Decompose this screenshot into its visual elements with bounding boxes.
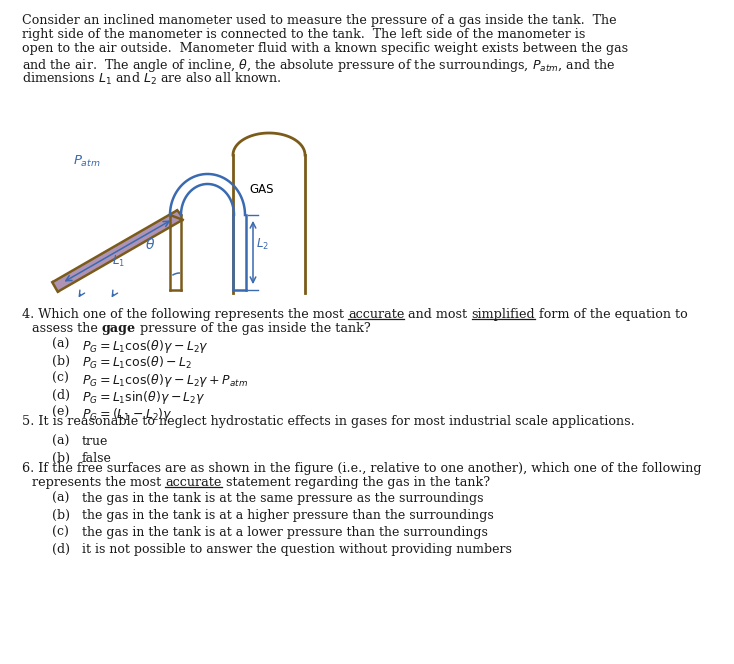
Text: (c): (c) — [52, 526, 69, 539]
Text: (b): (b) — [52, 355, 70, 368]
Text: gage: gage — [102, 322, 136, 335]
Text: represents the most: represents the most — [32, 476, 165, 489]
Text: $L_1$: $L_1$ — [112, 254, 125, 269]
Text: right side of the manometer is connected to the tank.  The left side of the mano: right side of the manometer is connected… — [22, 28, 586, 41]
Text: simplified: simplified — [471, 308, 535, 321]
Text: and the air.  The angle of incline, $\theta$, the absolute pressure of the surro: and the air. The angle of incline, $\the… — [22, 56, 615, 74]
Text: $P_G = (L_1 - L_2)\gamma$: $P_G = (L_1 - L_2)\gamma$ — [82, 406, 172, 423]
Text: false: false — [82, 452, 112, 465]
Text: (a): (a) — [52, 338, 70, 351]
Text: $P_G = L_1\sin(\theta)\gamma - L_2\gamma$: $P_G = L_1\sin(\theta)\gamma - L_2\gamma… — [82, 389, 206, 406]
Text: 5. It is reasonable to neglect hydrostatic effects in gases for most industrial : 5. It is reasonable to neglect hydrostat… — [22, 415, 635, 428]
Text: $P_G = L_1\cos(\theta) - L_2$: $P_G = L_1\cos(\theta) - L_2$ — [82, 355, 192, 371]
Text: (a): (a) — [52, 492, 70, 505]
Text: form of the equation to: form of the equation to — [535, 308, 688, 321]
Text: $P_G = L_1\cos(\theta)\gamma - L_2\gamma + P_{atm}$: $P_G = L_1\cos(\theta)\gamma - L_2\gamma… — [82, 372, 248, 389]
Text: $L_2$: $L_2$ — [256, 236, 269, 252]
Text: 4. Which one of the following represents the most: 4. Which one of the following represents… — [22, 308, 348, 321]
Text: statement regarding the gas in the tank?: statement regarding the gas in the tank? — [222, 476, 490, 489]
Polygon shape — [52, 210, 183, 291]
Text: the gas in the tank is at the same pressure as the surroundings: the gas in the tank is at the same press… — [82, 492, 484, 505]
Text: (d): (d) — [52, 543, 70, 556]
Text: $\theta$: $\theta$ — [145, 237, 155, 252]
Text: (e): (e) — [52, 406, 69, 419]
Text: Consider an inclined manometer used to measure the pressure of a gas inside the : Consider an inclined manometer used to m… — [22, 14, 617, 27]
Text: pressure of the gas inside the tank?: pressure of the gas inside the tank? — [136, 322, 371, 335]
Text: dimensions $L_1$ and $L_2$ are also all known.: dimensions $L_1$ and $L_2$ are also all … — [22, 71, 282, 87]
Text: (b): (b) — [52, 509, 70, 522]
Text: true: true — [82, 435, 109, 448]
Text: 6. If the free surfaces are as shown in the figure (i.e., relative to one anothe: 6. If the free surfaces are as shown in … — [22, 462, 702, 475]
Text: open to the air outside.  Manometer fluid with a known specific weight exists be: open to the air outside. Manometer fluid… — [22, 42, 628, 55]
Text: and most: and most — [404, 308, 471, 321]
Text: $P_G = L_1\cos(\theta)\gamma - L_2\gamma$: $P_G = L_1\cos(\theta)\gamma - L_2\gamma… — [82, 338, 209, 355]
Text: assess the: assess the — [32, 322, 102, 335]
Text: accurate: accurate — [348, 308, 404, 321]
Text: (d): (d) — [52, 389, 70, 402]
Text: (c): (c) — [52, 372, 69, 385]
Text: accurate: accurate — [165, 476, 222, 489]
Text: the gas in the tank is at a lower pressure than the surroundings: the gas in the tank is at a lower pressu… — [82, 526, 488, 539]
Text: GAS: GAS — [249, 183, 274, 196]
Text: $P_{atm}$: $P_{atm}$ — [73, 154, 101, 169]
Text: (b): (b) — [52, 452, 70, 465]
Text: the gas in the tank is at a higher pressure than the surroundings: the gas in the tank is at a higher press… — [82, 509, 494, 522]
Text: it is not possible to answer the question without providing numbers: it is not possible to answer the questio… — [82, 543, 512, 556]
Text: (a): (a) — [52, 435, 70, 448]
